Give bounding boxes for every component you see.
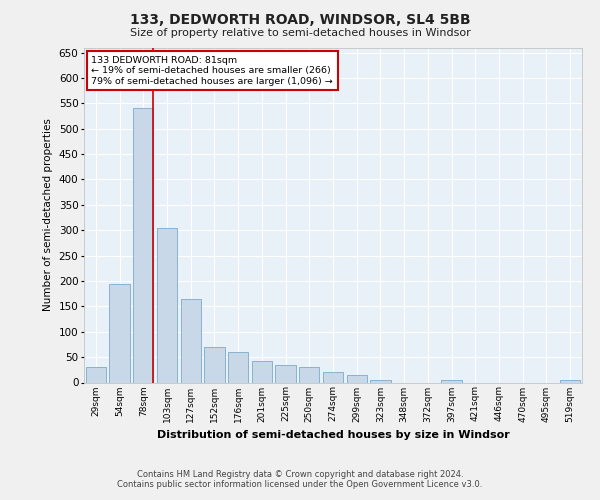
Bar [205, 347, 224, 382]
Bar [560, 380, 580, 382]
Bar [442, 380, 461, 382]
Bar [370, 380, 391, 382]
Bar [275, 364, 296, 382]
Bar [252, 360, 272, 382]
Text: 133 DEDWORTH ROAD: 81sqm
← 19% of semi-detached houses are smaller (266)
79% of : 133 DEDWORTH ROAD: 81sqm ← 19% of semi-d… [91, 56, 333, 86]
Bar [347, 375, 367, 382]
Text: Size of property relative to semi-detached houses in Windsor: Size of property relative to semi-detach… [130, 28, 470, 38]
X-axis label: Distribution of semi-detached houses by size in Windsor: Distribution of semi-detached houses by … [157, 430, 509, 440]
Bar [323, 372, 343, 382]
Text: 133, DEDWORTH ROAD, WINDSOR, SL4 5BB: 133, DEDWORTH ROAD, WINDSOR, SL4 5BB [130, 12, 470, 26]
Bar [157, 228, 177, 382]
Y-axis label: Number of semi-detached properties: Number of semi-detached properties [43, 118, 53, 312]
Bar [299, 368, 319, 382]
Text: Contains HM Land Registry data © Crown copyright and database right 2024.
Contai: Contains HM Land Registry data © Crown c… [118, 470, 482, 489]
Bar [86, 368, 106, 382]
Bar [228, 352, 248, 382]
Bar [133, 108, 154, 382]
Bar [109, 284, 130, 382]
Bar [181, 298, 201, 382]
